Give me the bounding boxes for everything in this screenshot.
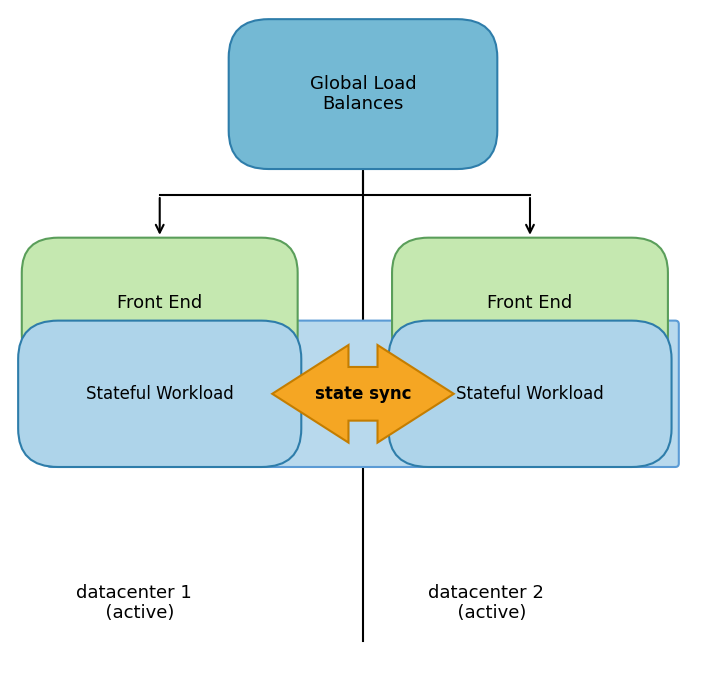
Text: Global Load
Balances: Global Load Balances (310, 75, 416, 114)
Text: datacenter 1
  (active): datacenter 1 (active) (76, 583, 192, 622)
FancyBboxPatch shape (392, 238, 668, 369)
Text: state sync: state sync (315, 385, 411, 403)
Text: datacenter 2
  (active): datacenter 2 (active) (428, 583, 544, 622)
FancyBboxPatch shape (47, 321, 679, 467)
FancyBboxPatch shape (18, 321, 301, 467)
FancyBboxPatch shape (388, 321, 672, 467)
Text: Front End: Front End (117, 294, 203, 312)
Text: Front End: Front End (487, 294, 573, 312)
Text: Stateful Workload: Stateful Workload (86, 385, 234, 403)
Polygon shape (272, 345, 454, 443)
FancyBboxPatch shape (229, 20, 497, 169)
FancyBboxPatch shape (22, 238, 298, 369)
Text: Stateful Workload: Stateful Workload (456, 385, 604, 403)
Text: Stateful Workload Cluster: Stateful Workload Cluster (62, 331, 257, 346)
